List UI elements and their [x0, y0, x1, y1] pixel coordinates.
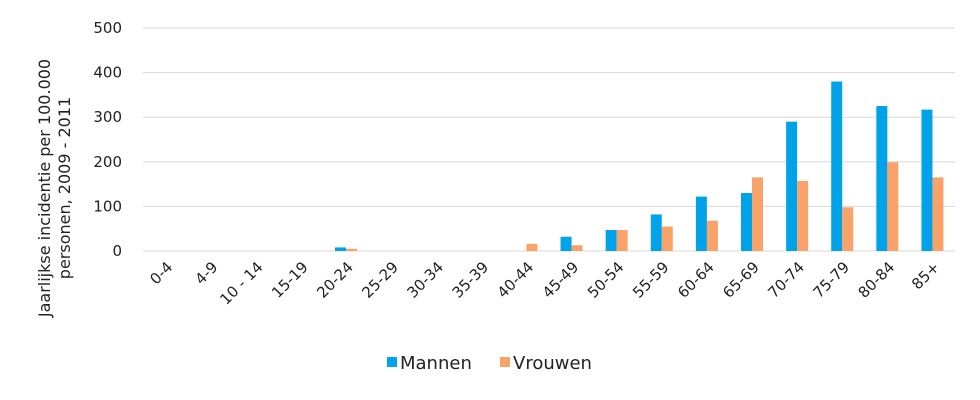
bar-mannen-10 — [605, 230, 617, 251]
y-tick-label-200: 200 — [93, 153, 122, 171]
bars — [335, 81, 944, 252]
x-tick-label-13: 65-69 — [719, 258, 763, 302]
x-tick-label-6: 30-34 — [403, 258, 447, 302]
x-tick-label-11: 55-59 — [629, 258, 673, 302]
bar-mannen-9 — [560, 236, 572, 251]
bar-vrouwen-9 — [571, 245, 583, 251]
bar-mannen-17 — [921, 109, 933, 251]
gridlines — [143, 27, 955, 252]
x-tick-label-14: 70-74 — [764, 258, 808, 302]
bar-vrouwen-17 — [932, 177, 944, 251]
bar-vrouwen-13 — [752, 177, 763, 251]
bar-vrouwen-4 — [346, 248, 357, 251]
x-tick-label-8: 40-44 — [494, 258, 538, 302]
x-tick-label-9: 45-49 — [539, 258, 583, 302]
legend: Mannen Vrouwen — [387, 353, 592, 374]
legend-label-mannen: Mannen — [400, 353, 472, 374]
bar-mannen-13 — [741, 193, 752, 251]
bar-vrouwen-15 — [842, 207, 854, 251]
bar-vrouwen-10 — [616, 230, 628, 251]
bar-vrouwen-11 — [661, 226, 673, 251]
bar-vrouwen-16 — [887, 162, 899, 251]
bar-vrouwen-12 — [706, 220, 718, 251]
y-axis-label: Jaarlijkse incidentie per 100.000 person… — [35, 59, 74, 318]
x-tick-label-2: 10 - 14 — [216, 258, 266, 308]
x-tick-label-3: 15-19 — [268, 258, 312, 302]
bar-mannen-4 — [335, 247, 346, 251]
y-tick-label-500: 500 — [93, 19, 122, 37]
bar-vrouwen-8 — [526, 243, 538, 251]
legend-label-vrouwen: Vrouwen — [513, 353, 592, 374]
x-tick-label-12: 60-64 — [674, 258, 718, 302]
x-tick-labels: 0-4 4-910 - 14 15-19 20-24 25-29 30-34 35-39 40… — [146, 258, 943, 308]
bar-mannen-15 — [831, 81, 843, 252]
bar-mannen-12 — [695, 196, 707, 251]
y-tick-label-400: 400 — [93, 64, 122, 82]
bar-mannen-11 — [650, 214, 662, 251]
x-tick-label-1: 4-9 — [191, 258, 221, 288]
y-tick-label-100: 100 — [93, 197, 122, 215]
y-axis-label-line-1: Jaarlijkse incidentie per 100.000 — [35, 59, 54, 318]
bar-vrouwen-14 — [797, 180, 809, 251]
legend-swatch-mannen — [387, 357, 397, 367]
x-tick-label-16: 80-84 — [855, 258, 899, 302]
x-tick-label-4: 20-24 — [313, 258, 357, 302]
legend-swatch-vrouwen — [500, 357, 510, 367]
x-tick-label-5: 25-29 — [358, 258, 402, 302]
y-tick-labels: 0 100 200 300 400 500 — [93, 19, 122, 260]
x-tick-label-7: 35-39 — [449, 258, 493, 302]
x-tick-label-0: 0-4 — [146, 258, 176, 288]
x-tick-label-10: 50-54 — [584, 258, 628, 302]
x-tick-label-17: 85+ — [908, 258, 943, 293]
y-tick-label-300: 300 — [93, 108, 122, 126]
x-tick-label-15: 75-79 — [809, 258, 853, 302]
bar-mannen-16 — [876, 106, 888, 251]
y-tick-label-0: 0 — [112, 242, 122, 260]
y-axis-label-line-2: personen, 2009 - 2011 — [55, 97, 74, 279]
bar-mannen-14 — [786, 121, 798, 251]
